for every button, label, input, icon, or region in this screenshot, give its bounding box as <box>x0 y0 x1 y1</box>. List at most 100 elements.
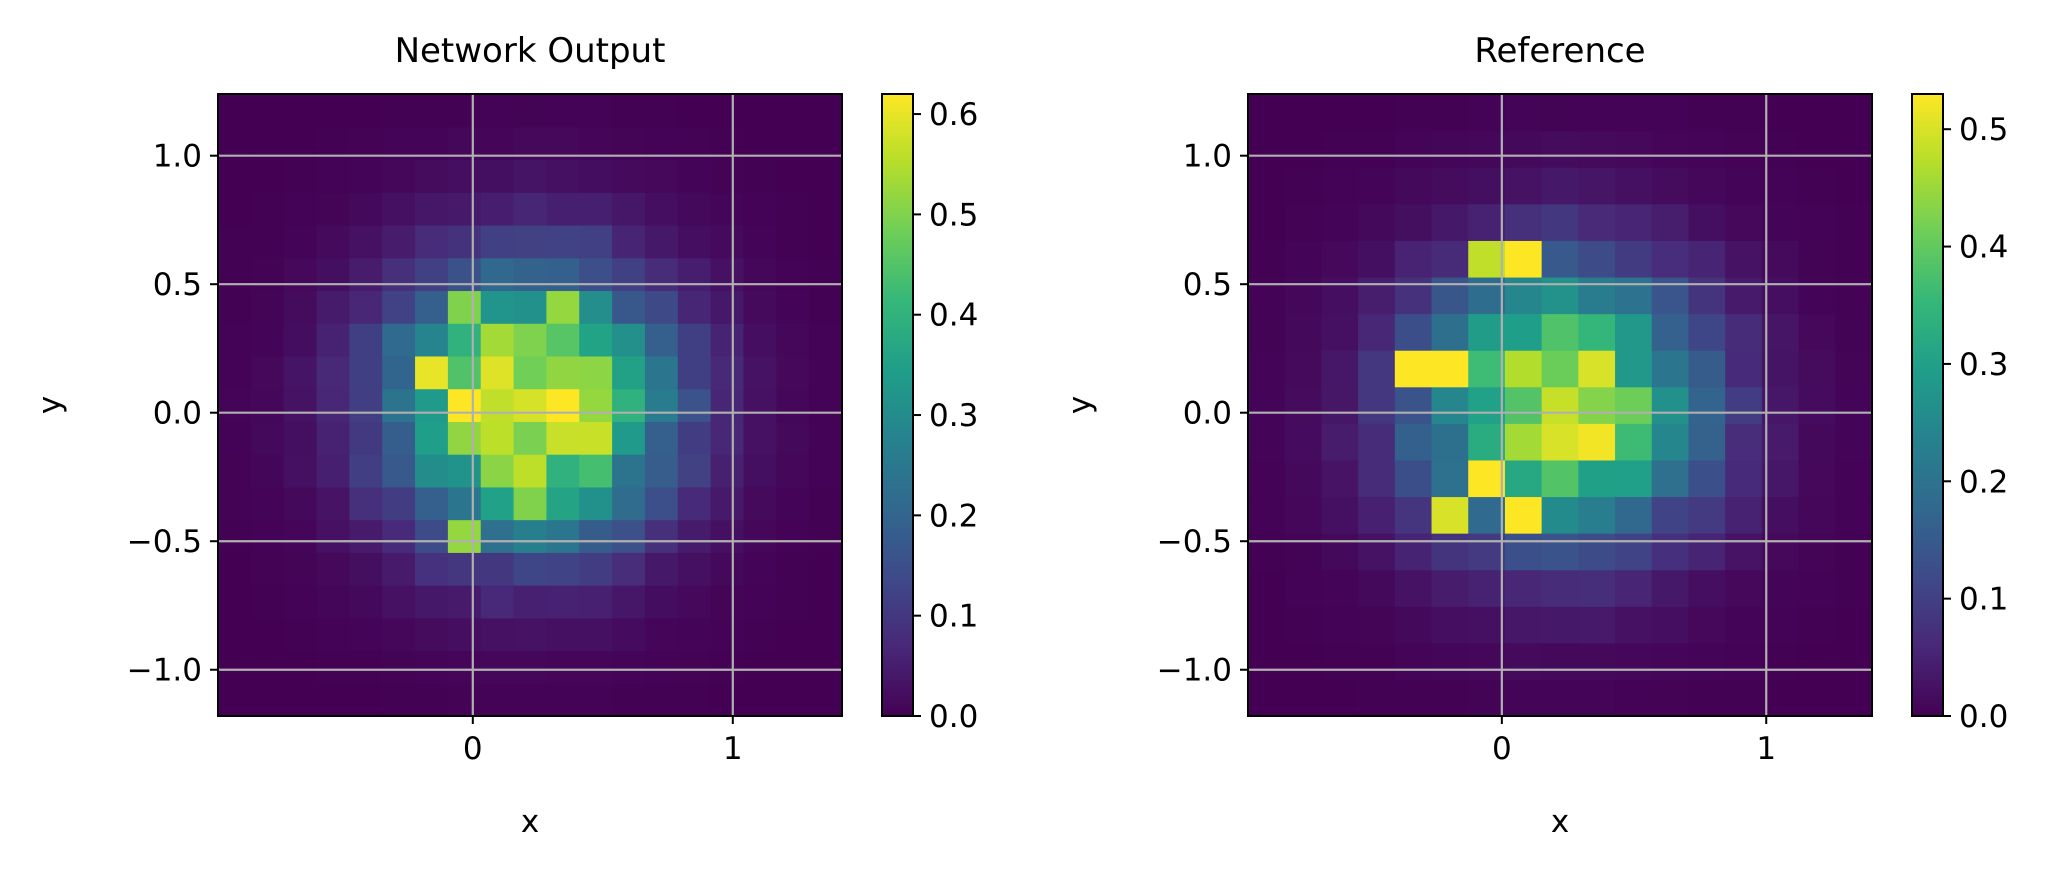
heatmap-cell <box>1394 459 1433 498</box>
heatmap-cell <box>250 421 285 455</box>
heatmap-cell <box>1725 606 1763 644</box>
heatmap-cell <box>1284 642 1323 681</box>
heatmap-cell <box>316 552 350 586</box>
heatmap-cell <box>644 552 679 586</box>
heatmap-cell <box>218 650 252 684</box>
heatmap-cell <box>1248 423 1286 461</box>
heatmap-cell <box>1578 459 1616 498</box>
heatmap-cell <box>1615 569 1653 607</box>
heatmap-cell <box>1284 350 1323 388</box>
heatmap-cell <box>1761 606 1800 644</box>
heatmap-cell <box>1578 606 1616 644</box>
heatmap-cell <box>1284 203 1323 241</box>
heatmap-cell <box>1284 569 1323 607</box>
heatmap-cell <box>1688 496 1726 534</box>
heatmap-cell <box>513 323 548 357</box>
heatmap-cell <box>1248 240 1286 278</box>
heatmap-cell <box>546 552 580 586</box>
heatmap-cell <box>1651 423 1690 461</box>
heatmap-cell <box>415 94 449 128</box>
heatmap-cell <box>579 617 613 652</box>
heatmap-cell <box>809 94 843 128</box>
heatmap-cell <box>1725 386 1763 424</box>
heatmap-cell <box>1358 313 1396 351</box>
heatmap-cell <box>1651 496 1690 534</box>
colorbar-tick-label: 0.4 <box>929 298 978 334</box>
heatmap-cell <box>1284 386 1323 424</box>
heatmap-cell <box>1468 459 1506 498</box>
heatmap-cell <box>349 355 383 390</box>
heatmap-cell <box>415 650 449 684</box>
heatmap-cell <box>612 454 646 488</box>
x-axis-label: x <box>521 804 539 840</box>
heatmap-cell <box>546 486 580 521</box>
heatmap-cell <box>250 617 285 652</box>
heatmap-cell <box>1798 350 1836 388</box>
heatmap-cell <box>644 192 679 226</box>
heatmap-cell <box>1761 276 1800 315</box>
heatmap-cell <box>1248 167 1286 205</box>
heatmap-cell <box>579 519 613 553</box>
heatmap-cell <box>809 126 843 161</box>
heatmap-cell <box>1541 350 1579 388</box>
heatmap-cell <box>480 159 515 193</box>
heatmap-cell <box>1248 203 1286 241</box>
heatmap-cell <box>1431 533 1469 571</box>
heatmap-cell <box>1835 642 1873 681</box>
heatmap-cell <box>415 192 449 226</box>
heatmap-cell <box>1761 94 1800 132</box>
heatmap-cell <box>415 159 449 193</box>
heatmap-cell <box>349 126 383 161</box>
heatmap-cell <box>1504 642 1543 681</box>
heatmap-cell <box>447 192 482 226</box>
heatmap-cell <box>349 388 383 422</box>
heatmap-cell <box>1761 240 1800 278</box>
heatmap-cell <box>1541 240 1579 278</box>
heatmap-cell <box>1761 679 1800 717</box>
heatmap-cell <box>1541 167 1579 205</box>
heatmap-cell <box>710 257 745 292</box>
heatmap-cell <box>250 683 285 717</box>
heatmap-cell <box>1358 679 1396 717</box>
heatmap-cell <box>1394 203 1433 241</box>
heatmap-cell <box>1468 167 1506 205</box>
heatmap-cell <box>677 617 712 652</box>
heatmap-cell <box>480 323 515 357</box>
heatmap-cell <box>1468 313 1506 351</box>
heatmap-cell <box>1725 313 1763 351</box>
heatmap-cell <box>743 617 777 652</box>
heatmap-cell <box>644 257 679 292</box>
heatmap-cell <box>1504 533 1543 571</box>
heatmap-cell <box>612 486 646 521</box>
heatmap-cell <box>677 585 712 619</box>
heatmap-cell <box>1321 606 1359 644</box>
heatmap-cell <box>710 290 745 324</box>
heatmap-cell <box>250 192 285 226</box>
heatmap-cell <box>447 224 482 259</box>
heatmap-cell <box>1394 94 1433 132</box>
heatmap-cell <box>1248 94 1286 132</box>
heatmap-cell <box>710 617 745 652</box>
heatmap-cell <box>1761 167 1800 205</box>
heatmap-cell <box>1725 240 1763 278</box>
heatmap-cell <box>1504 167 1543 205</box>
heatmap-cell <box>677 519 712 553</box>
heatmap-cell <box>513 650 548 684</box>
heatmap-cell <box>349 323 383 357</box>
heatmap-cell <box>513 617 548 652</box>
heatmap-cell <box>218 290 252 324</box>
heatmap-cell <box>1468 642 1506 681</box>
heatmap-cell <box>480 617 515 652</box>
heatmap-cell <box>579 552 613 586</box>
heatmap-cell <box>349 454 383 488</box>
heatmap-cell <box>283 421 318 455</box>
heatmap-cell <box>1541 533 1579 571</box>
heatmap-cell <box>1468 276 1506 315</box>
heatmap-cell <box>250 323 285 357</box>
heatmap-cell <box>1688 350 1726 388</box>
heatmap-cell <box>743 192 777 226</box>
heatmap-cell <box>1798 94 1836 132</box>
heatmap-cell <box>283 94 318 128</box>
heatmap-cell <box>382 257 416 292</box>
